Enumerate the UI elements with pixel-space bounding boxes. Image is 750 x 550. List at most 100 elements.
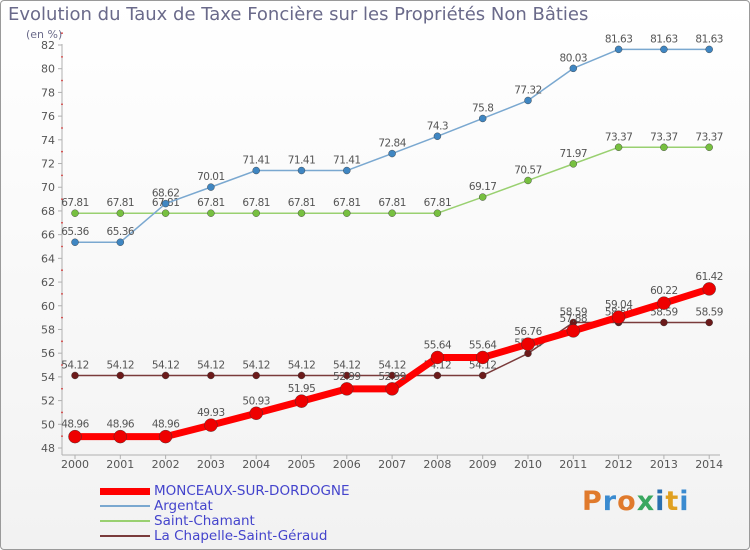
data-point-argentat [705,45,713,54]
logo-letter: i [679,486,690,517]
data-point-monceaux-sur-dordogne [113,429,128,444]
data-point-monceaux-sur-dordogne [566,324,580,338]
data-point-la-chapelle-saint-g-raud [116,371,125,380]
y-minor-dot [61,32,63,35]
y-tick-label: 68 [41,205,55,218]
data-point-monceaux-sur-dordogne [611,310,626,324]
data-point-monceaux-sur-dordogne [204,418,218,432]
y-minor-dot [61,435,63,438]
y-minor-dot [61,316,63,319]
data-point-argentat [524,96,532,105]
legend-swatch [100,487,150,495]
legend-swatch [100,520,150,522]
data-label-monceaux-sur-dordogne: 49.93 [197,407,225,419]
data-label-monceaux-sur-dordogne: 50.93 [242,395,270,407]
data-label-la-chapelle-saint-g-raud: 58.59 [560,306,588,318]
data-label-la-chapelle-saint-g-raud: 54.12 [242,359,270,371]
legend-swatch [100,505,150,507]
data-point-argentat [433,132,442,140]
data-point-argentat [252,166,260,175]
data-label-saint-chamant: 71.97 [560,148,588,160]
y-tick-label: 78 [41,86,55,99]
legend-label: Argentat [154,498,213,514]
data-point-la-chapelle-saint-g-raud [660,318,668,327]
data-label-la-chapelle-saint-g-raud: 54.12 [152,359,180,371]
data-label-monceaux-sur-dordogne: 48.96 [152,419,180,431]
data-label-monceaux-sur-dordogne: 55.64 [424,339,452,351]
data-point-saint-chamant [252,209,260,217]
data-point-saint-chamant [479,193,487,201]
x-tick-label: 2005 [288,458,316,471]
x-tick-label: 2000 [61,458,89,471]
data-point-argentat [614,45,623,54]
logo-letter: o [617,486,637,517]
data-point-la-chapelle-saint-g-raud [207,371,215,380]
y-tick-label: 66 [41,229,55,242]
data-point-monceaux-sur-dordogne [657,296,671,310]
data-label-argentat: 70.01 [197,171,225,183]
data-label-monceaux-sur-dordogne: 57.88 [560,313,588,325]
data-label-argentat: 75.8 [472,102,493,114]
data-label-la-chapelle-saint-g-raud: 54.12 [61,359,89,371]
y-minor-dot [61,293,63,295]
y-minor-dot [61,127,63,129]
y-tick-label: 80 [41,63,55,76]
data-point-monceaux-sur-dordogne [340,382,354,396]
data-point-monceaux-sur-dordogne [294,394,309,408]
data-point-monceaux-sur-dordogne [385,382,399,396]
legend-swatch [100,535,150,537]
data-point-saint-chamant [569,160,577,168]
data-label-argentat: 77.32 [514,84,542,96]
data-label-saint-chamant: 70.57 [514,164,542,176]
data-label-saint-chamant: 67.81 [424,197,452,209]
y-minor-dot [61,221,63,224]
x-tick-label: 2008 [423,458,451,471]
data-point-monceaux-sur-dordogne [158,429,173,444]
data-label-saint-chamant: 67.81 [107,197,135,209]
logo-letter: r [602,486,618,517]
data-point-saint-chamant [388,209,396,217]
y-tick-label: 72 [41,158,55,171]
data-label-la-chapelle-saint-g-raud: 54.12 [288,359,316,371]
y-tick-label: 54 [41,371,55,384]
data-point-monceaux-sur-dordogne [702,282,716,296]
legend-label: Saint-Chamant [154,513,255,529]
data-label-saint-chamant: 73.37 [695,131,723,143]
data-label-saint-chamant: 67.81 [333,197,361,209]
legend-label: MONCEAUX-SUR-DORDOGNE [154,483,350,499]
logo-letter: t [665,486,680,517]
data-label-saint-chamant: 67.81 [242,197,270,209]
y-minor-dot [61,79,63,82]
x-tick-label: 2004 [242,458,270,471]
x-tick-label: 2001 [106,458,134,471]
data-label-argentat: 71.41 [242,155,270,167]
y-tick-label: 62 [41,276,55,289]
y-minor-dot [61,55,63,58]
data-point-saint-chamant [433,209,442,217]
data-point-saint-chamant [705,143,713,151]
data-label-argentat: 74.3 [427,120,448,132]
y-tick-label: 52 [41,395,55,408]
data-point-la-chapelle-saint-g-raud [705,318,713,327]
data-label-monceaux-sur-dordogne: 56.76 [514,326,542,338]
data-label-monceaux-sur-dordogne: 55.64 [469,339,497,351]
data-label-argentat: 81.63 [650,33,678,45]
y-minor-dot [61,411,63,414]
data-label-monceaux-sur-dordogne: 48.96 [107,419,135,431]
data-point-saint-chamant [524,176,532,185]
y-minor-dot [61,364,63,366]
data-point-saint-chamant [660,143,668,151]
y-minor-dot [61,150,63,153]
logo-letter: i [655,486,666,517]
data-label-saint-chamant: 73.37 [650,131,678,143]
y-minor-dot [61,198,63,200]
data-label-monceaux-sur-dordogne: 59.04 [605,299,633,311]
data-label-la-chapelle-saint-g-raud: 58.59 [695,306,723,318]
data-label-argentat: 72.84 [378,138,406,150]
legend-label: La Chapelle-Saint-Géraud [154,528,328,544]
data-point-monceaux-sur-dordogne [68,429,82,444]
data-point-argentat [569,64,577,73]
data-point-la-chapelle-saint-g-raud [388,371,396,380]
y-minor-dot [61,340,63,343]
data-point-la-chapelle-saint-g-raud [343,371,351,380]
